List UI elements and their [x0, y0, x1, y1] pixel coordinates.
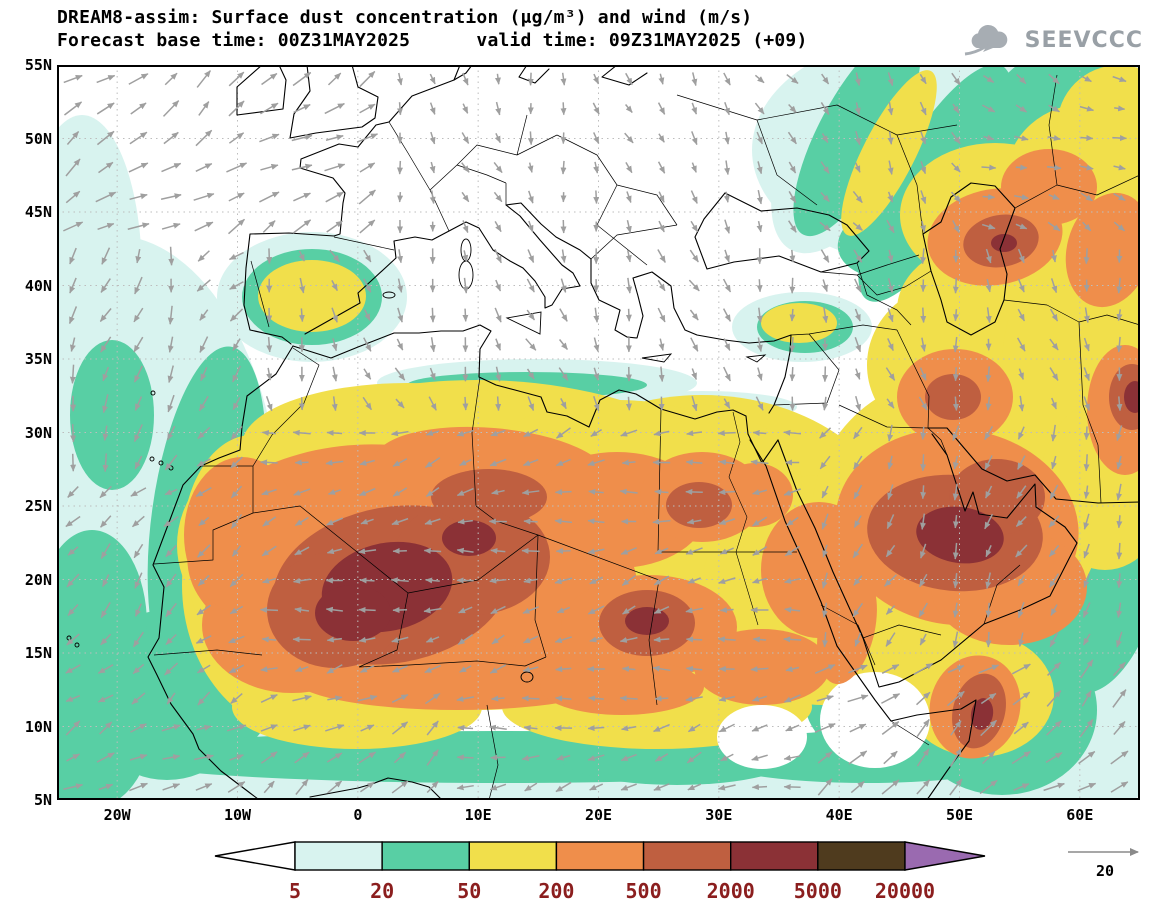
y-axis-tick-label: 55N: [24, 56, 52, 74]
wind-reference: 20: [1058, 840, 1152, 880]
wind-reference-value: 20: [1095, 862, 1115, 880]
island-crete: [641, 353, 673, 363]
chart-subtitle: Forecast base time: 00Z31MAY2025 valid t…: [57, 30, 808, 51]
dust-fill-layer: [57, 65, 1140, 800]
dust-level-2000-5000: [315, 234, 1140, 730]
coast-arabia: [777, 433, 1078, 688]
y-axis-tick-label: 35N: [24, 350, 52, 368]
y-axis-tick-label: 20N: [24, 570, 52, 589]
y-axis-tick-label: 40N: [24, 276, 52, 295]
island-madeira: [150, 390, 156, 396]
x-axis-tick-label: 40E: [825, 806, 853, 824]
y-axis-tick-label: 15N: [24, 644, 52, 662]
island-cyprus: [745, 354, 767, 363]
wind-reference-arrow-icon: [1068, 848, 1139, 856]
x-axis-tick-label: 30E: [705, 806, 733, 824]
coast-ireland: [236, 65, 287, 116]
coast-caspian-sea: [922, 182, 1016, 336]
y-axis-tick-label: 5N: [33, 791, 52, 809]
island-canaries: [149, 456, 155, 462]
coast-gulf-of-guinea: [309, 777, 443, 800]
x-axis-tick-label: 10W: [223, 806, 252, 824]
map-border: [57, 65, 1140, 800]
y-axis-tick-label: 50N: [24, 129, 52, 148]
river-nile: [728, 411, 759, 626]
colorbar-tick-label: 500: [625, 879, 661, 903]
seevccc-logo-text: SEEVCCC: [1024, 27, 1143, 53]
seevccc-cloud-icon: [964, 24, 1007, 56]
colorbar-tick-label: 200: [538, 879, 574, 903]
colorbar-tick-label: 50: [457, 879, 481, 903]
y-axis-tick-label: 10N: [24, 717, 52, 736]
title-block: DREAM8-assim: Surface dust concentration…: [57, 6, 808, 52]
coast-mediterranean-north: [304, 202, 792, 414]
y-axis-tick-label: 25N: [24, 497, 52, 515]
y-axis-tick-label: 45N: [24, 203, 52, 221]
x-axis-tick-label: 20E: [584, 806, 613, 824]
colorbar-tick-label: 20000: [875, 879, 935, 903]
x-axis-tick-label: 50E: [945, 806, 974, 824]
coast-europe-west: [243, 65, 461, 345]
x-axis-tick-label: 0: [353, 806, 363, 824]
coast-africa-north: [292, 324, 749, 435]
coast-denmark-baltic: [453, 65, 648, 86]
coast-britain: [289, 65, 379, 139]
wind-arrow-layer: [63, 70, 1129, 796]
colorbar-tick-label: 5000: [794, 879, 842, 903]
island-canaries: [158, 460, 164, 466]
y-axis-tick-label: 30N: [24, 423, 52, 442]
island-cape-verde: [74, 642, 80, 648]
river-layer: [728, 411, 759, 626]
chart-title: DREAM8-assim: Surface dust concentration…: [57, 7, 753, 28]
colorbar: 5 20 50 200 500 2000 5000 20000: [214, 841, 986, 903]
colorbar-tick-label: 5: [289, 879, 301, 903]
colorbar-tick-label: 2000: [707, 879, 755, 903]
dust-clear-cutouts: [717, 672, 930, 769]
coast-black-sea: [694, 192, 870, 273]
colorbar-tick-label: 20: [370, 879, 394, 903]
x-axis-tick-label: 20W: [103, 806, 131, 824]
seevccc-logo: SEEVCCC: [962, 22, 1143, 58]
x-axis-tick-label: 10E: [464, 806, 492, 824]
island-balearics: [382, 291, 396, 299]
forecast-map: [57, 65, 1140, 800]
x-axis-tick-label: 60E: [1066, 806, 1094, 824]
island-sicily: [505, 311, 542, 335]
